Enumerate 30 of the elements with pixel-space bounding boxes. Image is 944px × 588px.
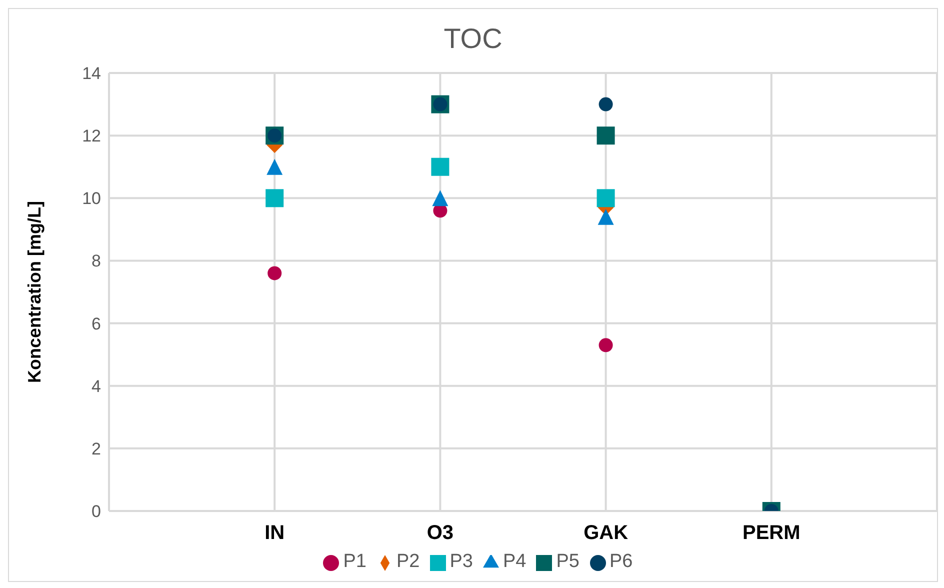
legend-label: P1 (343, 551, 366, 572)
point (266, 189, 284, 208)
legend-label: P6 (610, 551, 633, 572)
point (596, 189, 615, 208)
point (431, 158, 450, 176)
legend-label: P4 (503, 551, 526, 572)
y-tick-label: 6 (92, 314, 101, 334)
y-tick-label: 8 (92, 252, 101, 271)
legend-label: P3 (450, 551, 473, 572)
point (432, 190, 448, 206)
x-tick-label: O3 (426, 522, 454, 544)
point (268, 266, 282, 280)
point (598, 208, 614, 225)
legend-label: P5 (556, 551, 580, 572)
legend-label: P2 (396, 551, 420, 572)
y-tick-label: 10 (82, 189, 101, 208)
chart-title: TOC (442, 22, 504, 56)
y-tick-label: 2 (92, 439, 101, 458)
x-tick-label: GAK (584, 522, 629, 544)
x-tick-label: PERM (742, 522, 800, 544)
point (596, 126, 615, 145)
point (266, 158, 283, 175)
y-tick-label: 0 (92, 502, 101, 522)
x-tick-label: IN (264, 522, 285, 544)
y-tick-label: 12 (82, 126, 101, 146)
y-axis-title: Koncentration [mg/L] (24, 201, 44, 383)
point (598, 338, 613, 352)
point (598, 97, 613, 112)
y-tick-label: 4 (92, 376, 101, 396)
y-tick-label: 14 (82, 64, 101, 84)
